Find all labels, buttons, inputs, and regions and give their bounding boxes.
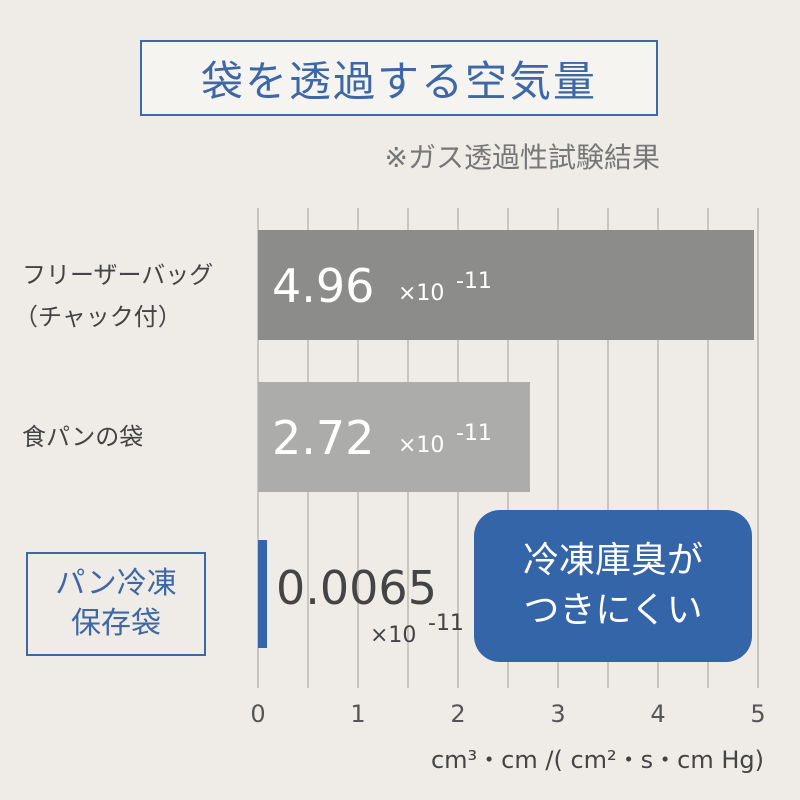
- x-tick-label: 3: [550, 700, 565, 728]
- exponent-label: -11: [456, 269, 492, 294]
- x-tick-label: 2: [450, 700, 465, 728]
- multiplier-label: ×10: [398, 433, 444, 458]
- bar: [258, 540, 267, 648]
- callout-line: つきにくい: [523, 590, 703, 631]
- x-tick-label: 5: [750, 700, 765, 728]
- category-label-bread-freezer-bag: パン冷凍 保存袋: [26, 552, 206, 656]
- subtitle: ※ガス透過性試験結果: [384, 141, 660, 174]
- multiplier-label: ×10: [398, 281, 444, 306]
- x-tick-label: 1: [350, 700, 365, 728]
- category-label-line: 保存袋: [71, 606, 161, 641]
- category-label-line: （チャック付）: [14, 303, 182, 331]
- callout-badge: 冷凍庫臭が つきにくい: [474, 510, 752, 662]
- x-tick-label: 0: [250, 700, 265, 728]
- callout-line: 冷凍庫臭が: [522, 540, 703, 581]
- x-tick-label: 4: [650, 700, 665, 728]
- category-label-line: パン冷凍: [55, 566, 177, 601]
- category-label-bread-bag: 食パンの袋: [22, 423, 144, 451]
- exponent-label: -11: [428, 611, 464, 636]
- data-label: 2.72: [272, 411, 374, 465]
- x-axis-label: cm³・cm /( cm²・s・cm Hg): [430, 746, 764, 774]
- category-label-line: フリーザーバッグ: [22, 261, 214, 289]
- category-label-freezer-bag: フリーザーバッグ （チャック付）: [14, 254, 214, 338]
- data-label: 0.0065: [276, 561, 437, 615]
- page-title: 袋を透過する空気量: [140, 40, 658, 116]
- multiplier-label: ×10: [370, 623, 416, 648]
- bar: [258, 230, 754, 340]
- data-label: 4.96: [272, 259, 374, 313]
- exponent-label: -11: [456, 421, 492, 446]
- bar: [258, 382, 530, 492]
